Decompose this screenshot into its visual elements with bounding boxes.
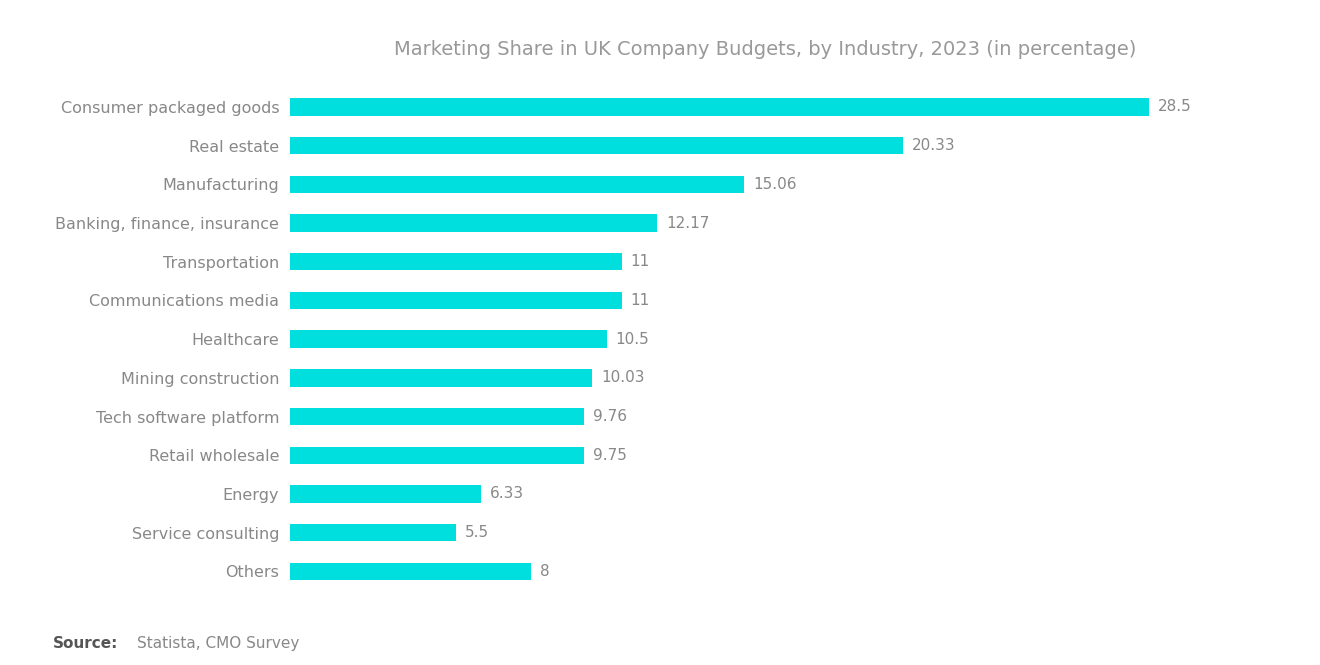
Text: 28.5: 28.5 [1158, 99, 1192, 114]
Text: Statista, CMO Survey: Statista, CMO Survey [137, 636, 300, 652]
Bar [290, 447, 583, 464]
Text: 10.5: 10.5 [615, 332, 649, 346]
Text: 9.75: 9.75 [593, 448, 627, 463]
Text: 11: 11 [631, 293, 649, 308]
Bar [290, 369, 593, 386]
Bar [290, 331, 607, 348]
Text: 8: 8 [540, 564, 550, 579]
Bar [290, 485, 480, 503]
Bar [290, 292, 622, 309]
Bar [290, 253, 622, 271]
Bar [290, 524, 455, 541]
Text: 9.76: 9.76 [593, 409, 627, 424]
Bar [290, 98, 1148, 116]
Bar [290, 137, 903, 154]
Bar [290, 214, 657, 231]
Text: 12.17: 12.17 [665, 215, 709, 231]
Text: Marketing Share in UK Company Budgets, by Industry, 2023 (in percentage): Marketing Share in UK Company Budgets, b… [395, 40, 1137, 59]
Text: Source:: Source: [53, 636, 119, 652]
Text: 6.33: 6.33 [490, 487, 524, 501]
Text: 11: 11 [631, 254, 649, 269]
Text: 10.03: 10.03 [602, 370, 645, 385]
Bar [290, 563, 531, 580]
Bar [290, 176, 744, 193]
Text: 20.33: 20.33 [912, 138, 956, 153]
Text: 15.06: 15.06 [752, 177, 796, 192]
Text: 5.5: 5.5 [465, 525, 490, 540]
Bar [290, 408, 585, 426]
